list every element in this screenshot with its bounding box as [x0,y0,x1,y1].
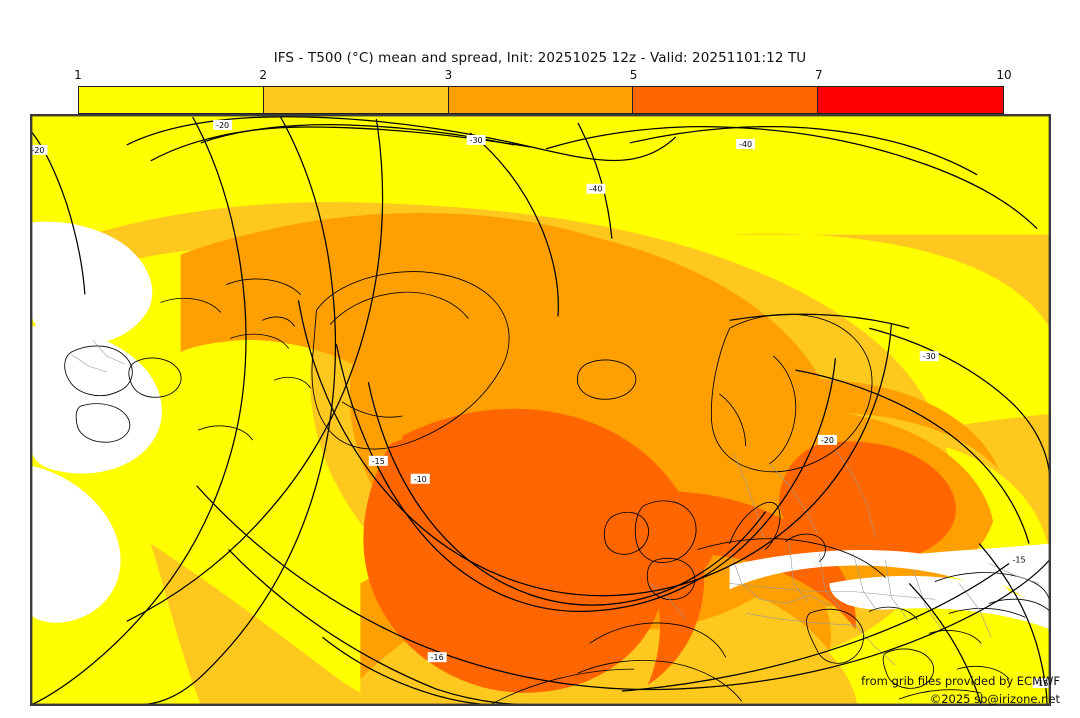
contour-label: -16 [427,652,447,662]
contour-label: -40 [586,183,606,194]
contour-label: -40 [736,138,756,149]
coastlines [64,271,1050,705]
svg-text:-30: -30 [470,136,483,145]
spread-band-below-1 [31,221,1050,638]
contour-lines [31,116,1050,705]
contour-label: -10 [410,473,430,484]
colorbar-segment-2-3 [263,87,449,113]
colorbar-tick-labels: 1 2 3 5 7 10 [74,68,1011,84]
country-borders [70,340,1040,666]
svg-text:-15: -15 [372,457,385,466]
contour-label: -30 [466,134,486,145]
svg-text:-15: -15 [1013,555,1026,564]
contour-label: -20 [817,434,837,445]
colorbar [78,86,1004,114]
colorbar-segment-5-7 [633,87,819,113]
forecast-map[interactable]: -20 -30 -40 -40 -30 -20 -15 -10 -15 -16 -15 -20 [30,114,1051,706]
colorbar-tick-7: 7 [814,68,823,82]
contour-label: -15 [1009,554,1029,564]
svg-text:-20: -20 [31,146,44,155]
colorbar-tick-2: 2 [259,68,268,82]
colorbar-segments [78,86,1004,114]
svg-text:-20: -20 [216,121,229,130]
colorbar-segment-1-2 [79,87,264,113]
colorbar-tick-1: 1 [74,68,82,82]
svg-text:-10: -10 [414,475,427,484]
svg-text:-40: -40 [589,185,602,194]
contour-label: -15 [1032,678,1050,688]
colorbar-tick-5: 5 [629,68,638,82]
contour-label-group: -20 -30 -40 -40 -30 -20 -15 -10 -15 -16 -15 -20 [31,119,1050,688]
contour-label: -20 [213,119,233,130]
spread-band-5-7 [363,408,956,693]
svg-text:-30: -30 [923,352,936,361]
contour-label: -15 [368,455,388,466]
svg-text:-15: -15 [1036,679,1049,688]
svg-text:-40: -40 [739,140,752,149]
colorbar-tick-3: 3 [444,68,453,82]
credit-source: from grib files provided by ECMWF [861,674,1060,688]
svg-text:-16: -16 [431,653,444,662]
map-frame [31,115,1050,705]
colorbar-tick-10: 10 [996,68,1012,82]
page-title: IFS - T500 (°C) mean and spread, Init: 2… [273,50,807,66]
svg-text:-20: -20 [821,436,834,445]
credit-copyright: ©2025 sb@irizone.net [929,692,1060,706]
contour-label: -20 [31,144,48,155]
colorbar-segment-7-10 [818,87,1003,113]
map-canvas: -20 -30 -40 -40 -30 -20 -15 -10 -15 -16 -15 -20 [31,115,1050,705]
colorbar-segment-3-5 [448,87,634,113]
contour-label: -30 [919,351,939,361]
